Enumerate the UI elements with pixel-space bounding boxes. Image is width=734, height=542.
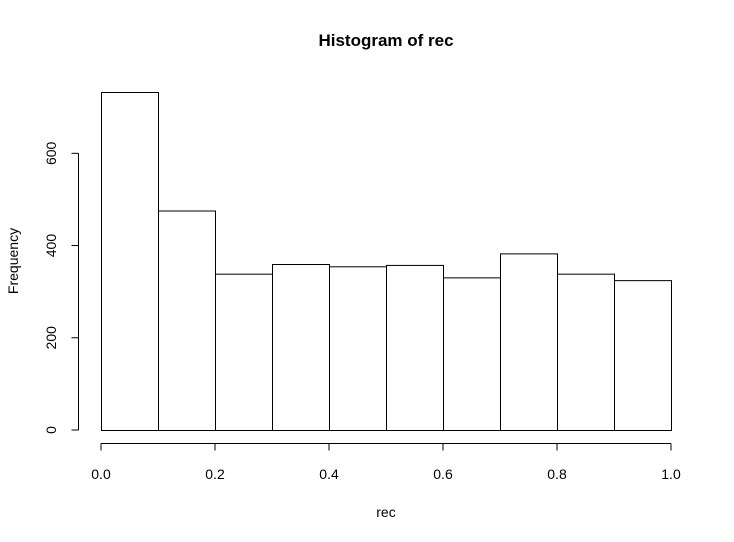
y-axis-label: Frequency [5, 228, 21, 294]
x-tick-label: 0.6 [433, 466, 453, 482]
y-axis: 0 200 400 600 [43, 141, 79, 434]
bars-group [101, 92, 672, 432]
histogram-bar-1 [101, 92, 159, 431]
x-tick-label: 0.0 [91, 466, 111, 482]
x-axis: 0.0 0.2 0.4 0.6 0.8 1.0 [91, 443, 681, 482]
histogram-bar-8 [500, 253, 558, 431]
histogram-bar-2 [158, 210, 216, 431]
y-tick-label: 400 [43, 234, 59, 258]
y-tick-label: 600 [43, 141, 59, 165]
histogram-bar-10 [614, 280, 672, 431]
x-tick-label: 0.4 [319, 466, 339, 482]
x-tick-label: 1.0 [661, 466, 681, 482]
histogram-bar-6 [386, 264, 444, 431]
x-tick-label: 0.8 [547, 466, 567, 482]
y-tick-label: 0 [43, 426, 59, 434]
histogram-bar-3 [215, 273, 273, 431]
histogram-bar-5 [329, 266, 387, 431]
x-tick-label: 0.2 [205, 466, 225, 482]
histogram-bar-4 [272, 263, 330, 432]
histogram-bar-9 [557, 273, 615, 431]
chart-title: Histogram of rec [318, 31, 453, 50]
x-axis-label: rec [376, 504, 395, 520]
histogram-bar-7 [443, 277, 501, 431]
y-tick-label: 200 [43, 326, 59, 350]
